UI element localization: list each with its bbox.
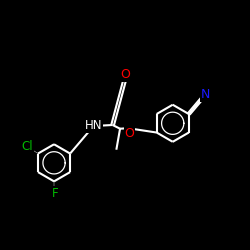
Text: O: O bbox=[124, 127, 134, 140]
Text: F: F bbox=[52, 187, 59, 200]
Text: O: O bbox=[120, 68, 130, 81]
Text: N: N bbox=[200, 88, 210, 101]
Text: Cl: Cl bbox=[21, 140, 33, 153]
Text: HN: HN bbox=[85, 120, 102, 132]
